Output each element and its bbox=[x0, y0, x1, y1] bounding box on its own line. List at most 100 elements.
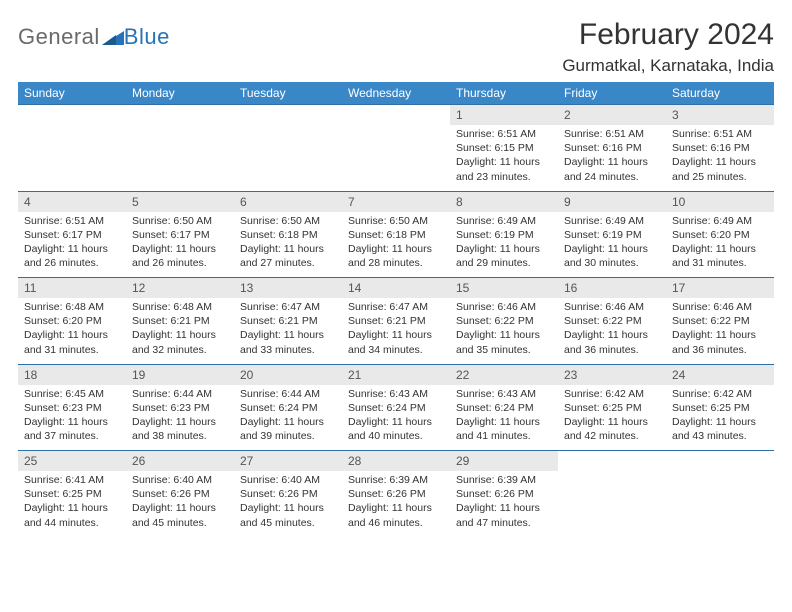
sunset-line: Sunset: 6:16 PM bbox=[672, 141, 768, 155]
day-number-cell: 1 bbox=[450, 105, 558, 126]
day-info-cell: Sunrise: 6:50 AMSunset: 6:17 PMDaylight:… bbox=[126, 212, 234, 278]
day-number-cell: 21 bbox=[342, 364, 450, 385]
daylight-line: Daylight: 11 hours and 27 minutes. bbox=[240, 242, 336, 270]
day-number-cell: 22 bbox=[450, 364, 558, 385]
sunrise-line: Sunrise: 6:47 AM bbox=[348, 300, 444, 314]
sunrise-line: Sunrise: 6:40 AM bbox=[132, 473, 228, 487]
sunrise-line: Sunrise: 6:50 AM bbox=[132, 214, 228, 228]
sunset-line: Sunset: 6:24 PM bbox=[240, 401, 336, 415]
sunrise-line: Sunrise: 6:50 AM bbox=[240, 214, 336, 228]
sunrise-line: Sunrise: 6:51 AM bbox=[564, 127, 660, 141]
header: General Blue February 2024 Gurmatkal, Ka… bbox=[18, 18, 774, 76]
calendar-table: Sunday Monday Tuesday Wednesday Thursday… bbox=[18, 82, 774, 537]
day-info-cell: Sunrise: 6:51 AMSunset: 6:15 PMDaylight:… bbox=[450, 125, 558, 191]
day-info-cell: Sunrise: 6:46 AMSunset: 6:22 PMDaylight:… bbox=[558, 298, 666, 364]
day-number-cell: 29 bbox=[450, 451, 558, 472]
day-info-cell: Sunrise: 6:47 AMSunset: 6:21 PMDaylight:… bbox=[234, 298, 342, 364]
day-number-cell: 16 bbox=[558, 278, 666, 299]
sunrise-line: Sunrise: 6:46 AM bbox=[672, 300, 768, 314]
day-number-cell: 20 bbox=[234, 364, 342, 385]
day-info-row: Sunrise: 6:48 AMSunset: 6:20 PMDaylight:… bbox=[18, 298, 774, 364]
day-info-cell bbox=[558, 471, 666, 537]
sunrise-line: Sunrise: 6:41 AM bbox=[24, 473, 120, 487]
logo-mark-icon bbox=[102, 27, 124, 48]
weekday-header: Saturday bbox=[666, 82, 774, 105]
day-info-cell: Sunrise: 6:49 AMSunset: 6:19 PMDaylight:… bbox=[450, 212, 558, 278]
daylight-line: Daylight: 11 hours and 45 minutes. bbox=[132, 501, 228, 529]
sunset-line: Sunset: 6:26 PM bbox=[456, 487, 552, 501]
sunset-line: Sunset: 6:25 PM bbox=[672, 401, 768, 415]
sunset-line: Sunset: 6:20 PM bbox=[672, 228, 768, 242]
sunset-line: Sunset: 6:23 PM bbox=[132, 401, 228, 415]
daylight-line: Daylight: 11 hours and 47 minutes. bbox=[456, 501, 552, 529]
daylight-line: Daylight: 11 hours and 26 minutes. bbox=[24, 242, 120, 270]
sunset-line: Sunset: 6:22 PM bbox=[456, 314, 552, 328]
daylight-line: Daylight: 11 hours and 34 minutes. bbox=[348, 328, 444, 356]
day-info-cell: Sunrise: 6:50 AMSunset: 6:18 PMDaylight:… bbox=[342, 212, 450, 278]
day-info-cell: Sunrise: 6:42 AMSunset: 6:25 PMDaylight:… bbox=[666, 385, 774, 451]
logo-text-general: General bbox=[18, 24, 100, 50]
day-info-cell: Sunrise: 6:47 AMSunset: 6:21 PMDaylight:… bbox=[342, 298, 450, 364]
day-info-cell: Sunrise: 6:39 AMSunset: 6:26 PMDaylight:… bbox=[342, 471, 450, 537]
sunrise-line: Sunrise: 6:44 AM bbox=[240, 387, 336, 401]
day-number-cell bbox=[126, 105, 234, 126]
sunset-line: Sunset: 6:22 PM bbox=[672, 314, 768, 328]
day-number-cell: 13 bbox=[234, 278, 342, 299]
daylight-line: Daylight: 11 hours and 41 minutes. bbox=[456, 415, 552, 443]
daylight-line: Daylight: 11 hours and 39 minutes. bbox=[240, 415, 336, 443]
sunset-line: Sunset: 6:19 PM bbox=[456, 228, 552, 242]
weekday-header: Friday bbox=[558, 82, 666, 105]
sunset-line: Sunset: 6:21 PM bbox=[132, 314, 228, 328]
daylight-line: Daylight: 11 hours and 31 minutes. bbox=[24, 328, 120, 356]
day-number-cell: 7 bbox=[342, 191, 450, 212]
day-info-cell bbox=[234, 125, 342, 191]
day-number-cell: 14 bbox=[342, 278, 450, 299]
title-block: February 2024 Gurmatkal, Karnataka, Indi… bbox=[562, 18, 774, 76]
sunrise-line: Sunrise: 6:46 AM bbox=[564, 300, 660, 314]
day-info-cell: Sunrise: 6:39 AMSunset: 6:26 PMDaylight:… bbox=[450, 471, 558, 537]
sunset-line: Sunset: 6:17 PM bbox=[132, 228, 228, 242]
daylight-line: Daylight: 11 hours and 29 minutes. bbox=[456, 242, 552, 270]
sunset-line: Sunset: 6:18 PM bbox=[348, 228, 444, 242]
day-number-cell: 28 bbox=[342, 451, 450, 472]
day-number-cell: 3 bbox=[666, 105, 774, 126]
day-info-cell: Sunrise: 6:49 AMSunset: 6:19 PMDaylight:… bbox=[558, 212, 666, 278]
day-info-cell: Sunrise: 6:46 AMSunset: 6:22 PMDaylight:… bbox=[666, 298, 774, 364]
day-number-row: 123 bbox=[18, 105, 774, 126]
day-number-cell: 5 bbox=[126, 191, 234, 212]
day-info-cell: Sunrise: 6:49 AMSunset: 6:20 PMDaylight:… bbox=[666, 212, 774, 278]
day-info-cell bbox=[126, 125, 234, 191]
sunrise-line: Sunrise: 6:43 AM bbox=[348, 387, 444, 401]
sunrise-line: Sunrise: 6:39 AM bbox=[348, 473, 444, 487]
sunrise-line: Sunrise: 6:43 AM bbox=[456, 387, 552, 401]
day-info-cell bbox=[18, 125, 126, 191]
sunset-line: Sunset: 6:26 PM bbox=[240, 487, 336, 501]
daylight-line: Daylight: 11 hours and 35 minutes. bbox=[456, 328, 552, 356]
sunrise-line: Sunrise: 6:42 AM bbox=[564, 387, 660, 401]
daylight-line: Daylight: 11 hours and 36 minutes. bbox=[564, 328, 660, 356]
daylight-line: Daylight: 11 hours and 43 minutes. bbox=[672, 415, 768, 443]
day-number-cell: 15 bbox=[450, 278, 558, 299]
daylight-line: Daylight: 11 hours and 31 minutes. bbox=[672, 242, 768, 270]
day-number-row: 2526272829 bbox=[18, 451, 774, 472]
sunrise-line: Sunrise: 6:48 AM bbox=[132, 300, 228, 314]
sunset-line: Sunset: 6:24 PM bbox=[456, 401, 552, 415]
sunrise-line: Sunrise: 6:49 AM bbox=[672, 214, 768, 228]
day-info-cell: Sunrise: 6:40 AMSunset: 6:26 PMDaylight:… bbox=[126, 471, 234, 537]
sunrise-line: Sunrise: 6:42 AM bbox=[672, 387, 768, 401]
weekday-header-row: Sunday Monday Tuesday Wednesday Thursday… bbox=[18, 82, 774, 105]
daylight-line: Daylight: 11 hours and 44 minutes. bbox=[24, 501, 120, 529]
sunrise-line: Sunrise: 6:48 AM bbox=[24, 300, 120, 314]
day-number-cell: 11 bbox=[18, 278, 126, 299]
sunset-line: Sunset: 6:25 PM bbox=[564, 401, 660, 415]
day-number-cell: 17 bbox=[666, 278, 774, 299]
daylight-line: Daylight: 11 hours and 38 minutes. bbox=[132, 415, 228, 443]
sunrise-line: Sunrise: 6:49 AM bbox=[456, 214, 552, 228]
logo: General Blue bbox=[18, 24, 170, 50]
sunrise-line: Sunrise: 6:47 AM bbox=[240, 300, 336, 314]
day-number-cell: 4 bbox=[18, 191, 126, 212]
day-info-cell: Sunrise: 6:43 AMSunset: 6:24 PMDaylight:… bbox=[450, 385, 558, 451]
day-info-cell: Sunrise: 6:41 AMSunset: 6:25 PMDaylight:… bbox=[18, 471, 126, 537]
weekday-header: Tuesday bbox=[234, 82, 342, 105]
weekday-header: Sunday bbox=[18, 82, 126, 105]
